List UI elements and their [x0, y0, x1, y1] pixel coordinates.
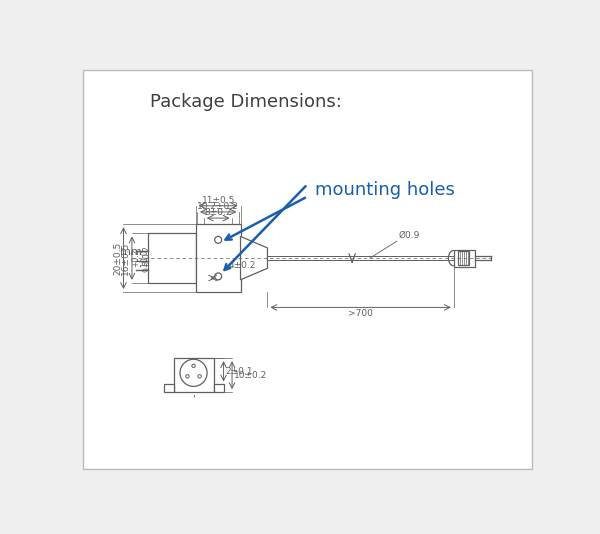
Text: 4±0.2: 4±0.2 — [229, 261, 256, 270]
Bar — [148, 233, 196, 283]
Text: Ø0.9: Ø0.9 — [398, 231, 420, 240]
Text: 2±0.1: 2±0.1 — [225, 367, 253, 376]
Bar — [173, 358, 214, 392]
Circle shape — [198, 375, 202, 378]
Text: 8±0.2: 8±0.2 — [205, 208, 232, 217]
Circle shape — [192, 364, 195, 367]
Text: 9.6-0.2: 9.6-0.2 — [143, 245, 152, 272]
Circle shape — [186, 375, 189, 378]
Text: >700: >700 — [348, 309, 373, 318]
Text: +0.2
10 0: +0.2 10 0 — [131, 249, 150, 268]
Text: 16±0.5: 16±0.5 — [121, 241, 130, 275]
Circle shape — [215, 237, 221, 244]
Text: 10±0.2: 10±0.2 — [233, 371, 267, 380]
Circle shape — [180, 359, 207, 387]
Bar — [196, 224, 241, 292]
Text: 11±0.5: 11±0.5 — [202, 195, 235, 205]
Text: 20±0.5: 20±0.5 — [113, 241, 122, 275]
Text: mounting holes: mounting holes — [315, 182, 455, 199]
Bar — [214, 384, 224, 392]
Bar — [164, 384, 173, 392]
Bar — [454, 250, 475, 266]
Text: Package Dimensions:: Package Dimensions: — [149, 92, 341, 111]
Bar — [458, 251, 469, 265]
Text: mm: mm — [121, 247, 142, 257]
Polygon shape — [241, 237, 268, 280]
Text: 10.2±0.2: 10.2±0.2 — [197, 202, 239, 211]
Circle shape — [215, 273, 221, 280]
